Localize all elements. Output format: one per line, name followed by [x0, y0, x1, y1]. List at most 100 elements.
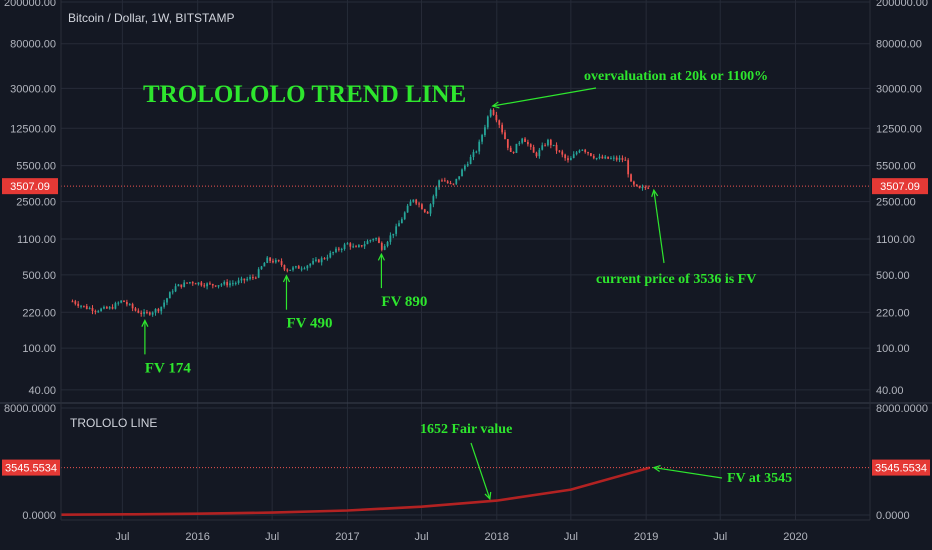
current-price-arrow-head	[651, 188, 659, 198]
candle-body	[272, 260, 274, 263]
candle-body	[337, 248, 340, 250]
candle-body	[386, 241, 389, 247]
candle-body	[527, 141, 529, 145]
candle-body	[392, 233, 395, 236]
candle-body	[472, 152, 475, 158]
candle-body	[578, 150, 581, 153]
candle-body	[495, 114, 498, 121]
candle-body	[501, 124, 504, 133]
candle-body	[558, 150, 561, 152]
price-tick-label-right: 30000.00	[876, 83, 922, 95]
candle-body	[529, 144, 532, 147]
candle-body	[214, 285, 217, 287]
fv-at-arrow-head	[652, 464, 661, 473]
candle-body	[615, 157, 618, 160]
candle-body	[174, 286, 177, 292]
candle-body	[289, 269, 292, 271]
candle-body	[644, 187, 647, 189]
candle-body	[569, 158, 572, 161]
time-tick-label: 2017	[335, 531, 359, 543]
candle-body	[166, 298, 168, 303]
trend-line-heading: TROLOLOLO TREND LINE	[143, 81, 466, 108]
candle-body	[412, 199, 415, 202]
price-tick-label-right: 1100.00	[876, 234, 915, 246]
price-tick-label-right: 200000.00	[876, 0, 928, 9]
candle-body	[286, 269, 289, 271]
candle-body	[512, 151, 515, 153]
fair-value-label: 1652 Fair value	[420, 422, 512, 437]
reference-lines: 3507.09 3507.09 3545.5534 3545.5534	[2, 178, 930, 476]
candle-body	[426, 211, 429, 214]
axis-ticks: 200000.00 200000.00 80000.00 80000.00 30000.…	[4, 0, 928, 543]
candle-body	[372, 239, 375, 241]
candle-body	[458, 176, 461, 179]
candle-body	[252, 277, 254, 279]
candle-body	[120, 300, 123, 303]
candle-body	[317, 259, 320, 263]
candle-body	[592, 155, 595, 159]
candle-body	[103, 306, 105, 309]
candle-body	[463, 165, 466, 170]
candle-body	[478, 141, 481, 152]
candle-body	[297, 266, 300, 269]
candle-body	[521, 138, 524, 143]
candle-body	[171, 291, 174, 293]
candle-body	[315, 259, 317, 261]
candle-body	[312, 260, 314, 264]
price-tick-label-right: 2500.00	[876, 197, 916, 209]
candle-body	[280, 261, 283, 265]
candle-body	[151, 312, 154, 315]
candle-body	[581, 149, 584, 151]
candle-body	[438, 180, 440, 188]
current-price-badge-right	[872, 178, 928, 195]
candle-body	[91, 307, 94, 311]
candle-body	[71, 301, 74, 303]
candle-body	[177, 284, 180, 287]
candle-body	[575, 152, 578, 155]
candle-body	[223, 281, 226, 285]
price-tick-label-right: 100.00	[876, 343, 910, 355]
price-tick-label-right: 40.00	[876, 385, 904, 397]
candle-body	[604, 156, 607, 159]
candle-body	[360, 245, 363, 247]
candle-body	[647, 187, 650, 189]
time-tick-label: Jul	[265, 531, 279, 543]
candle-body	[160, 306, 163, 312]
candle-body	[524, 138, 526, 142]
candle-body	[263, 262, 266, 267]
candle-body	[186, 282, 188, 284]
time-tick-label: 2018	[485, 531, 509, 543]
candle-body	[443, 180, 446, 182]
candle-body	[346, 243, 349, 245]
candle-body	[366, 241, 369, 245]
candle-body	[143, 311, 145, 314]
candle-body	[484, 127, 486, 136]
overvaluation-arrow-head	[491, 101, 500, 109]
price-tick-label-left: 5500.00	[16, 161, 56, 173]
candle-body	[140, 312, 143, 314]
candle-body	[475, 151, 478, 153]
candle-body	[197, 282, 200, 285]
indicator-value-badge-right	[872, 459, 930, 476]
indicator-line	[60, 466, 651, 516]
candle-body	[541, 145, 544, 150]
candle-body	[355, 246, 357, 248]
candle-body	[157, 309, 160, 312]
candle-body	[624, 159, 627, 161]
candle-body	[191, 282, 194, 284]
candle-body	[80, 305, 82, 307]
candle-body	[77, 303, 80, 306]
candle-body	[246, 278, 249, 281]
candle-body	[125, 301, 128, 305]
candle-body	[277, 260, 280, 262]
candle-body	[449, 183, 452, 185]
candle-body	[552, 144, 555, 146]
candle-body	[257, 269, 260, 278]
candle-body	[163, 302, 166, 307]
candle-body	[506, 139, 509, 148]
candle-body	[549, 139, 552, 146]
candle-body	[97, 311, 100, 313]
candle-body	[189, 282, 191, 284]
candle-body	[403, 212, 406, 220]
